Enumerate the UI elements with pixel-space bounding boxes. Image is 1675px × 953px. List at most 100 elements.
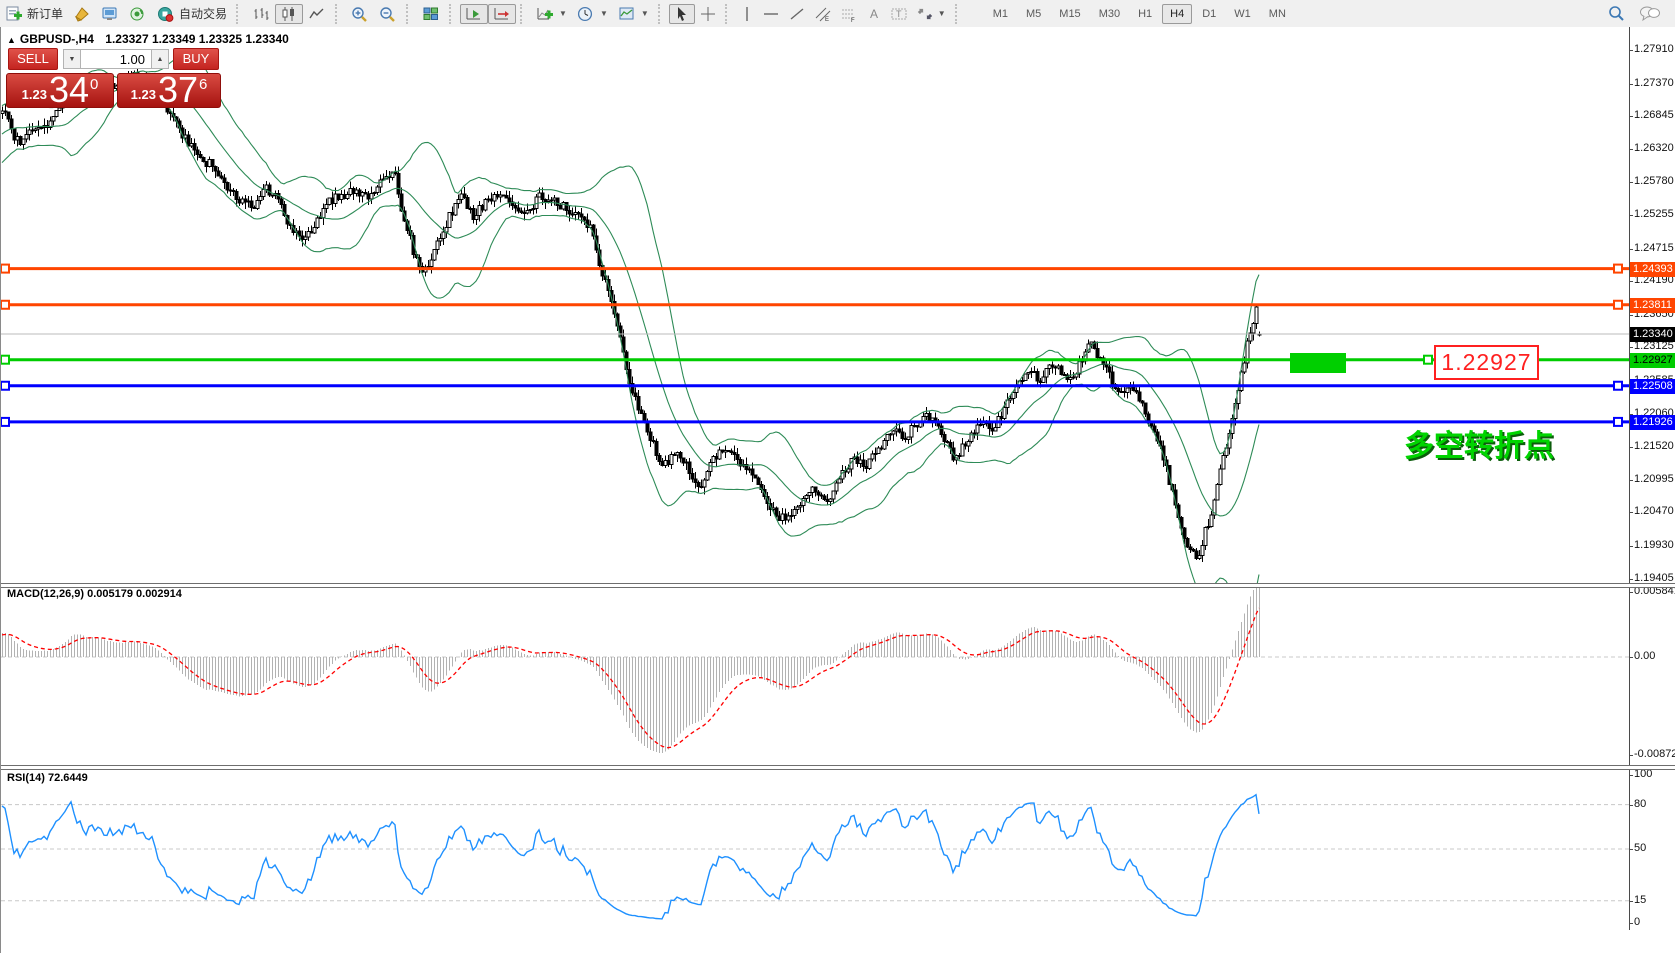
- timeframe-button-d1[interactable]: D1: [1202, 7, 1217, 20]
- timeframe-button-h4[interactable]: H4: [1162, 3, 1193, 24]
- svg-text:F: F: [851, 18, 855, 22]
- timeframe-button-m1[interactable]: M1: [992, 7, 1008, 20]
- price-tick-label: 1.25780: [1629, 175, 1674, 188]
- price-axis[interactable]: 1.27910 1.27370 1.26845 1.26320 1.25780 1.252…: [1628, 27, 1675, 930]
- chart-shift-button[interactable]: [488, 3, 517, 24]
- timeframe-button-w1[interactable]: W1: [1234, 7, 1251, 20]
- rsi-tick-label: 0: [1628, 916, 1641, 928]
- price-tick-label: 1.19930: [1629, 538, 1674, 551]
- sell-price-prefix: 1.23: [21, 87, 47, 102]
- buy-price-big: 37: [157, 69, 198, 110]
- market-watch-icon: [102, 7, 117, 20]
- candlestick-chart-icon: [282, 6, 295, 21]
- crosshair-button[interactable]: [695, 4, 721, 24]
- templates-icon: [619, 7, 634, 19]
- market-watch-button[interactable]: [96, 4, 124, 24]
- dropdown-arrow-icon: ▼: [559, 9, 567, 18]
- bar-chart-button[interactable]: [247, 4, 275, 24]
- line-chart-button[interactable]: [303, 4, 331, 24]
- text-label-icon: T: [891, 8, 907, 19]
- indicators-button[interactable]: ▼: [531, 4, 572, 24]
- text-button[interactable]: A: [862, 4, 886, 24]
- toolbar-separator: [406, 3, 413, 24]
- volume-input[interactable]: 1.00: [81, 49, 151, 69]
- text-icon: A: [870, 7, 878, 21]
- cursor-icon: [677, 6, 686, 21]
- vertical-line-icon: [746, 6, 748, 21]
- price-tick-label: 1.24190: [1629, 274, 1674, 287]
- price-chart-canvas[interactable]: [1, 27, 1629, 930]
- new-order-icon: [6, 6, 22, 20]
- new-order-button[interactable]: 新订单: [0, 4, 68, 24]
- horizontal-line-button[interactable]: [758, 4, 784, 24]
- zoom-in-icon: [352, 6, 367, 22]
- svg-text:T: T: [896, 9, 902, 19]
- timeframe-bar: M1 M5 M15 M30 H1 H4 D1 W1 MN: [984, 3, 1295, 24]
- price-tick-label: 1.20470: [1629, 505, 1674, 518]
- trendline-button[interactable]: [784, 4, 810, 24]
- sell-price-button[interactable]: 1.23 34 0: [6, 72, 114, 108]
- fibonacci-button[interactable]: F: [836, 4, 862, 24]
- tile-windows-button[interactable]: [417, 4, 445, 24]
- timeframe-button-m5[interactable]: M5: [1026, 7, 1042, 20]
- price-tick-label: 1.25255: [1629, 208, 1674, 220]
- toolbar-separator: [335, 3, 342, 24]
- zoom-out-button[interactable]: [374, 4, 402, 24]
- new-order-label: 新订单: [27, 7, 64, 21]
- templates-button[interactable]: ▼: [613, 4, 654, 24]
- chart-shift-icon: [494, 7, 510, 19]
- toolbar-separator: [520, 3, 527, 24]
- dropdown-arrow-icon: ▼: [599, 9, 608, 18]
- macd-tick-label: -0.008724: [1629, 748, 1675, 760]
- price-tick-label: 1.27910: [1629, 43, 1674, 55]
- dropdown-arrow-icon: ▼: [640, 9, 649, 18]
- chinese-annotation[interactable]: 多空转折点: [1404, 430, 1554, 463]
- news-button[interactable]: [124, 4, 152, 24]
- text-label-button[interactable]: T: [886, 4, 912, 24]
- search-icon[interactable]: [1608, 5, 1625, 22]
- periods-button[interactable]: ▼: [572, 4, 613, 24]
- pane-splitter-macd[interactable]: [1, 583, 1675, 588]
- chart-area[interactable]: ▲ GBPUSD-,H4 1.23327 1.23349 1.23325 1.23…: [0, 27, 1675, 953]
- pane-splitter-rsi[interactable]: [1, 765, 1675, 770]
- price-tick-label: 1.26845: [1629, 109, 1674, 122]
- timeframe-button-mn[interactable]: MN: [1268, 7, 1286, 20]
- volume-increase-button[interactable]: ▲: [151, 49, 169, 69]
- price-tick-label: 1.24715: [1629, 241, 1674, 254]
- chat-icon[interactable]: [1639, 5, 1661, 22]
- styles-button[interactable]: [68, 4, 96, 24]
- rsi-tick-label: 15: [1628, 893, 1647, 906]
- volume-decrease-button[interactable]: ▼: [63, 49, 81, 69]
- candlestick-chart-button[interactable]: [275, 3, 304, 24]
- cursor-button[interactable]: [668, 3, 695, 24]
- horizontal-line-icon: [763, 12, 778, 15]
- collapse-arrow-icon[interactable]: ▲: [7, 35, 16, 45]
- toolbar-separator: [724, 3, 732, 24]
- price-callout-box[interactable]: 1.22927: [1434, 345, 1539, 380]
- vertical-line-button[interactable]: [736, 4, 758, 24]
- toolbar-separator: [657, 3, 665, 24]
- timeframe-button-m15[interactable]: M15: [1059, 7, 1081, 20]
- crosshair-icon: [700, 6, 715, 21]
- autotrading-icon: [158, 6, 174, 22]
- channel-button[interactable]: E: [810, 4, 836, 24]
- price-level-badge: 1.22927: [1630, 352, 1675, 368]
- svg-text:A: A: [870, 7, 878, 21]
- chart-title: ▲ GBPUSD-,H4 1.23327 1.23349 1.23325 1.23…: [7, 32, 289, 46]
- price-tick-label: 1.26320: [1629, 141, 1674, 154]
- sell-button[interactable]: SELL: [8, 48, 58, 70]
- timeframe-button-h1[interactable]: H1: [1138, 7, 1153, 20]
- zoom-in-button[interactable]: [346, 4, 374, 24]
- zoom-out-icon: [380, 6, 395, 22]
- line-chart-icon: [309, 8, 324, 18]
- buy-price-button[interactable]: 1.23 37 6: [117, 69, 221, 110]
- timeframe-button-m30[interactable]: M30: [1098, 7, 1121, 20]
- auto-scroll-button[interactable]: [460, 3, 489, 24]
- rsi-label: RSI(14) 72.6449: [7, 772, 88, 784]
- autotrading-button[interactable]: 自动交易: [152, 4, 232, 24]
- bar-chart-icon: [254, 7, 269, 20]
- price-tick-label: 1.19405: [1629, 571, 1674, 584]
- fibonacci-icon: F: [841, 9, 855, 22]
- buy-button[interactable]: BUY: [173, 48, 219, 70]
- arrows-button[interactable]: ▼: [912, 4, 951, 24]
